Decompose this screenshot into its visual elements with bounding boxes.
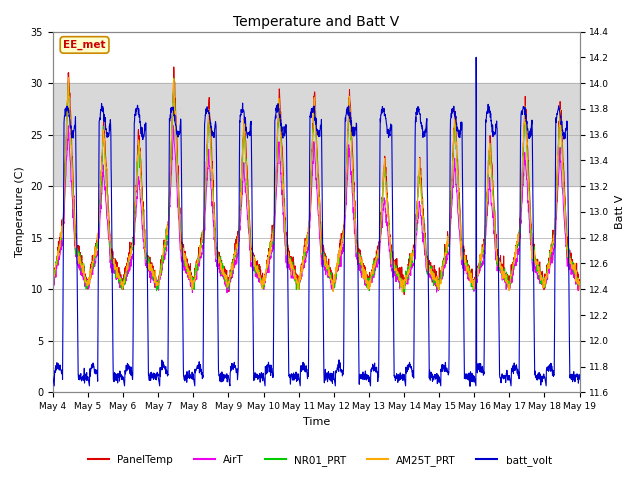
Y-axis label: Batt V: Batt V	[615, 195, 625, 229]
Title: Temperature and Batt V: Temperature and Batt V	[233, 15, 399, 29]
Legend: PanelTemp, AirT, NR01_PRT, AM25T_PRT, batt_volt: PanelTemp, AirT, NR01_PRT, AM25T_PRT, ba…	[84, 451, 556, 470]
Text: EE_met: EE_met	[63, 40, 106, 50]
X-axis label: Time: Time	[303, 417, 330, 427]
Y-axis label: Temperature (C): Temperature (C)	[15, 167, 25, 257]
Bar	[52, 83, 580, 186]
